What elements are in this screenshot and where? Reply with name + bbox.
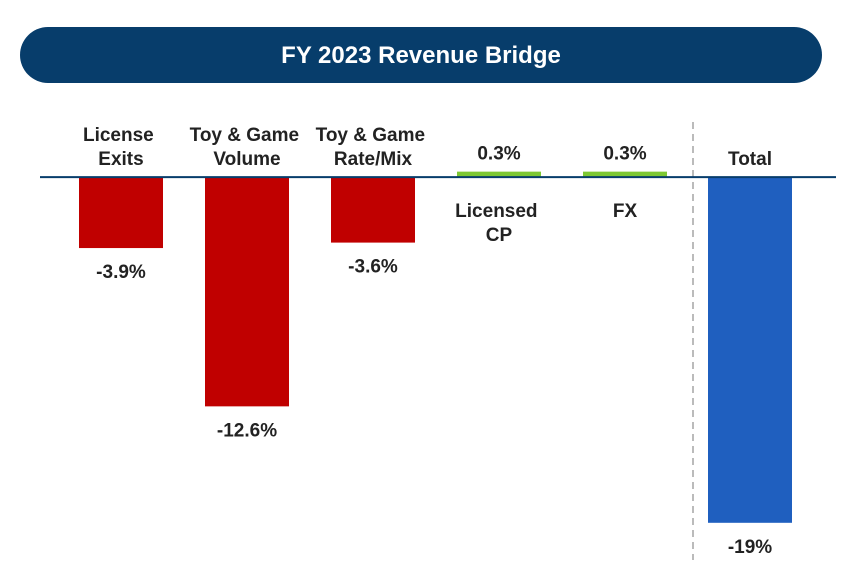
bar <box>331 177 415 243</box>
value-label: -19% <box>728 537 772 558</box>
chart-title: FY 2023 Revenue Bridge <box>281 42 561 69</box>
value-label: -3.6% <box>348 257 398 278</box>
value-label: 0.3% <box>603 144 646 165</box>
category-label: Toy & Game Volume <box>190 125 305 170</box>
title-banner <box>20 27 822 83</box>
bar <box>457 171 541 178</box>
value-label: -12.6% <box>217 420 277 441</box>
value-label: 0.3% <box>477 144 520 165</box>
category-label: FX <box>613 201 638 222</box>
bar <box>708 177 792 523</box>
bar <box>79 177 163 249</box>
bar <box>205 177 289 407</box>
category-label: License Exits <box>83 125 159 170</box>
category-label: Total <box>728 149 772 170</box>
value-label: -3.9% <box>96 262 146 283</box>
category-label: Licensed CP <box>455 201 543 246</box>
bar <box>583 171 667 178</box>
category-label: Toy & Game Rate/Mix <box>316 125 431 170</box>
